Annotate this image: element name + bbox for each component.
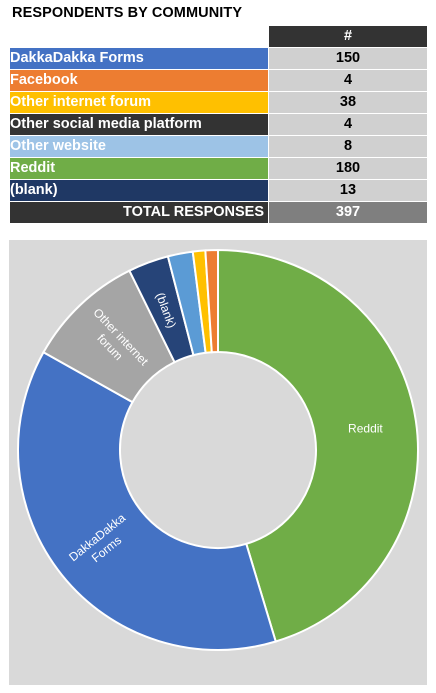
row-value: 180 [268, 157, 428, 180]
total-value: 397 [268, 201, 428, 224]
row-label: Other website [9, 135, 269, 158]
header-blank-cell [9, 25, 269, 48]
row-label: Other social media platform [9, 113, 269, 136]
table-row: DakkaDakka Forms 150 [9, 47, 428, 70]
row-label: (blank) [9, 179, 269, 202]
page-title: RESPONDENTS BY COMMUNITY [12, 5, 243, 21]
row-label: Facebook [9, 69, 269, 92]
row-value: 38 [268, 91, 428, 114]
row-value: 8 [268, 135, 428, 158]
slice-label: Reddit [348, 421, 383, 435]
total-row: TOTAL RESPONSES 397 [9, 201, 428, 224]
table-row: (blank) 13 [9, 179, 428, 202]
respondents-table: # DakkaDakka Forms 150 Facebook 4 Other inte… [9, 25, 428, 224]
table-row: Other internet forum 38 [9, 91, 428, 114]
count-column-header: # [268, 25, 428, 48]
row-value: 150 [268, 47, 428, 70]
slice-reddit [217, 248, 419, 643]
table-row: Reddit 180 [9, 157, 428, 180]
total-label: TOTAL RESPONSES [9, 201, 269, 224]
slice-facebook [204, 248, 219, 354]
row-value: 4 [268, 113, 428, 136]
row-label: Reddit [9, 157, 269, 180]
donut-chart: Reddit DakkaDakkaForms Other internetforum… [9, 240, 427, 685]
row-label: Other internet forum [9, 91, 269, 114]
table-row: Facebook 4 [9, 69, 428, 92]
row-value: 4 [268, 69, 428, 92]
row-label: DakkaDakka Forms [9, 47, 269, 70]
table-row: Other social media platform 4 [9, 113, 428, 136]
slice-dakkadakka-forms [17, 350, 277, 651]
row-value: 13 [268, 179, 428, 202]
table-header-row: # [9, 25, 428, 48]
table-row: Other website 8 [9, 135, 428, 158]
